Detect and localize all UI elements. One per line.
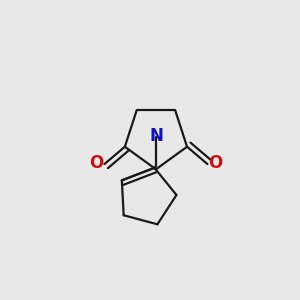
Text: O: O: [89, 154, 103, 172]
Text: N: N: [149, 127, 163, 145]
Text: O: O: [208, 154, 223, 172]
